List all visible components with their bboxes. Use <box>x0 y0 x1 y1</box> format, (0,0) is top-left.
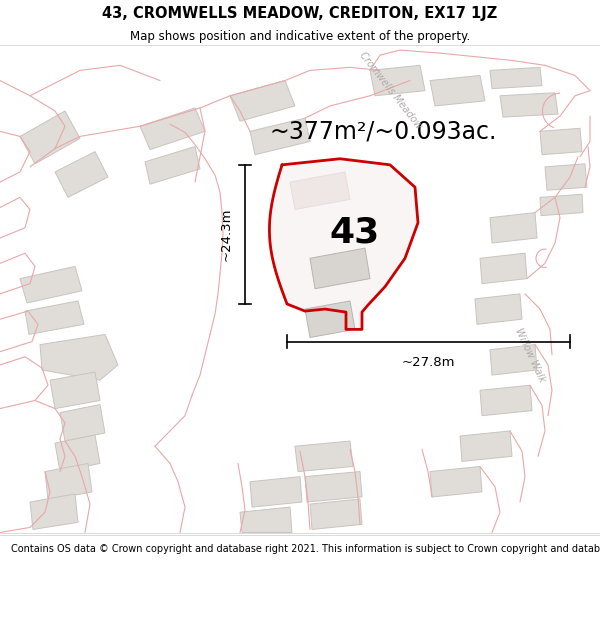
Polygon shape <box>55 435 100 471</box>
Polygon shape <box>240 507 292 532</box>
Polygon shape <box>250 477 302 507</box>
Polygon shape <box>430 466 482 497</box>
Polygon shape <box>25 301 84 334</box>
Polygon shape <box>50 372 100 409</box>
Polygon shape <box>500 92 558 117</box>
Polygon shape <box>30 494 78 529</box>
Text: ~27.8m: ~27.8m <box>402 356 455 369</box>
Polygon shape <box>540 194 583 216</box>
Polygon shape <box>310 248 370 289</box>
Polygon shape <box>140 108 205 149</box>
Polygon shape <box>480 385 532 416</box>
Polygon shape <box>20 111 80 164</box>
Text: Contains OS data © Crown copyright and database right 2021. This information is : Contains OS data © Crown copyright and d… <box>11 544 600 554</box>
Text: ~377m²/~0.093ac.: ~377m²/~0.093ac. <box>270 119 497 143</box>
Polygon shape <box>250 118 310 154</box>
Text: 43, CROMWELLS MEADOW, CREDITON, EX17 1JZ: 43, CROMWELLS MEADOW, CREDITON, EX17 1JZ <box>103 6 497 21</box>
Polygon shape <box>545 164 587 190</box>
Polygon shape <box>305 301 355 338</box>
Polygon shape <box>230 81 295 121</box>
Polygon shape <box>460 431 512 461</box>
Polygon shape <box>490 213 537 243</box>
Polygon shape <box>475 294 522 324</box>
Polygon shape <box>295 441 353 471</box>
Polygon shape <box>370 65 425 96</box>
Polygon shape <box>45 464 92 500</box>
Polygon shape <box>55 152 108 198</box>
Polygon shape <box>20 266 82 303</box>
Polygon shape <box>430 76 485 106</box>
Polygon shape <box>310 499 362 529</box>
Polygon shape <box>490 68 542 89</box>
Polygon shape <box>60 404 105 441</box>
Polygon shape <box>290 172 350 209</box>
Polygon shape <box>145 146 200 184</box>
Text: Willow Walk: Willow Walk <box>513 326 547 383</box>
Polygon shape <box>40 334 118 380</box>
Polygon shape <box>269 159 418 329</box>
Polygon shape <box>490 344 537 375</box>
Text: Cromwells Meadow: Cromwells Meadow <box>357 51 423 131</box>
Polygon shape <box>305 471 362 502</box>
Text: 43: 43 <box>330 216 380 250</box>
Polygon shape <box>480 253 527 284</box>
Text: Map shows position and indicative extent of the property.: Map shows position and indicative extent… <box>130 31 470 43</box>
Text: ~24.3m: ~24.3m <box>220 208 233 261</box>
Polygon shape <box>540 128 582 154</box>
